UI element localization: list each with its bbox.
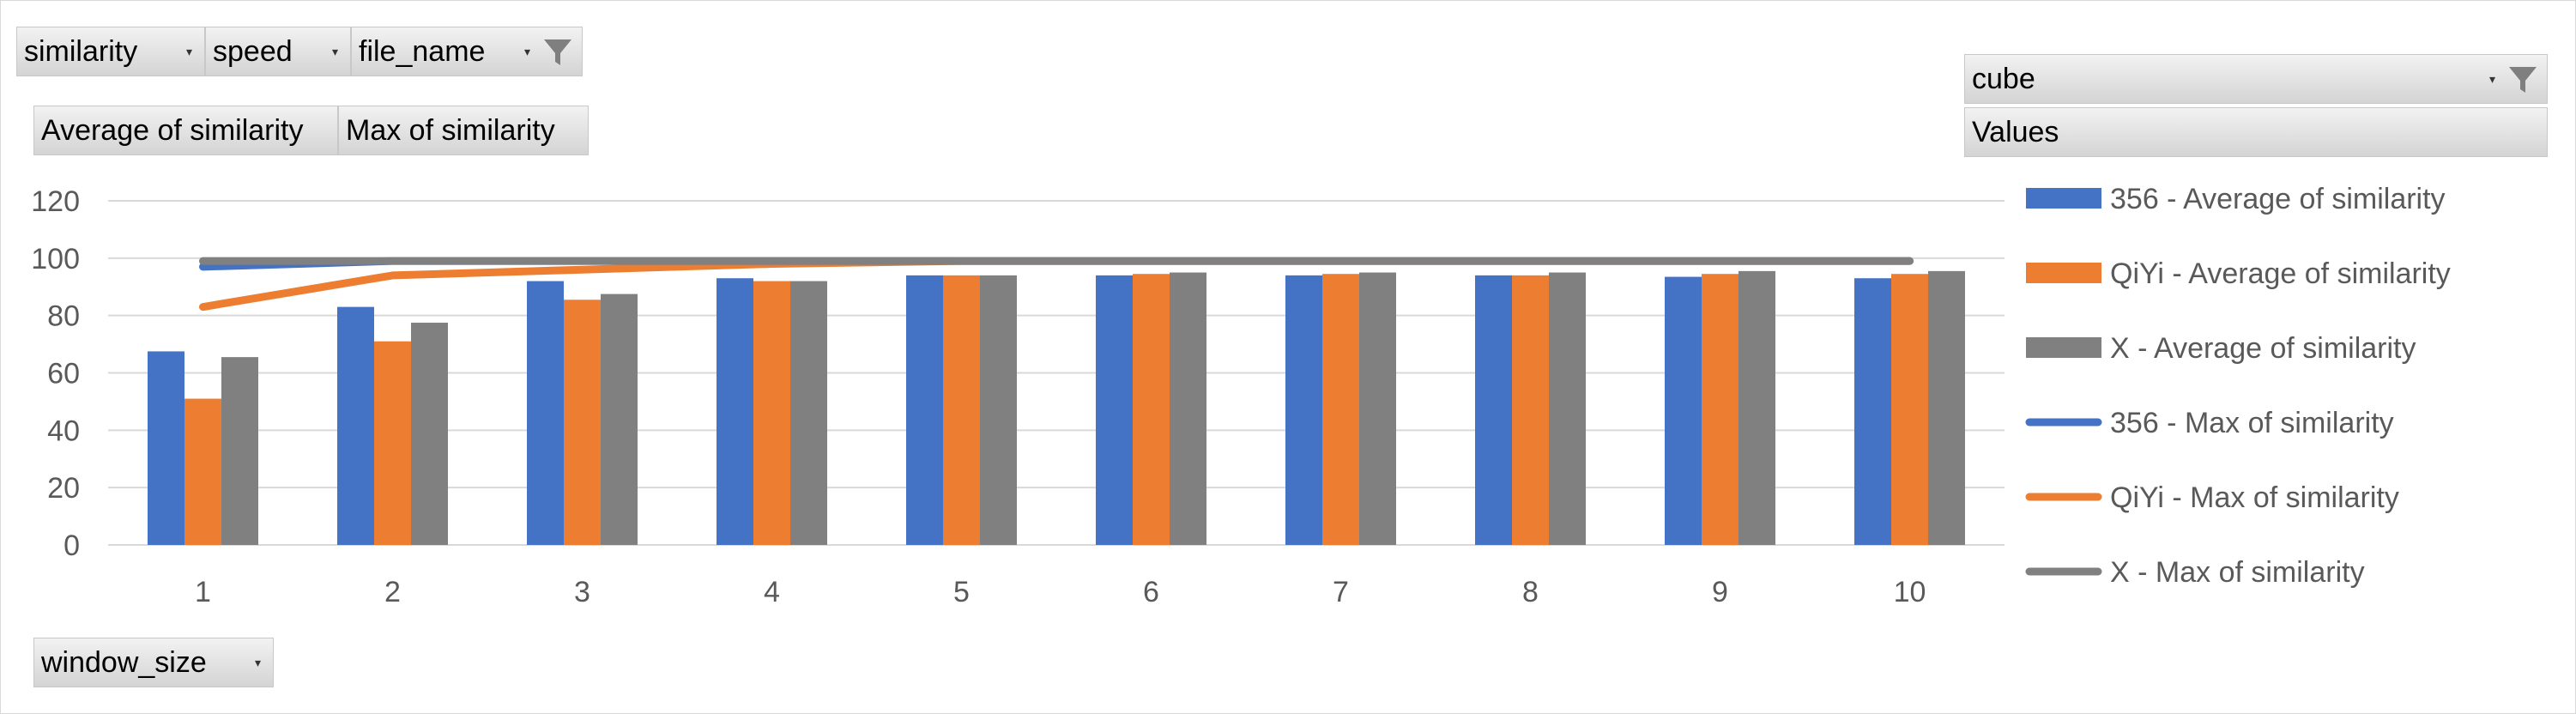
bar [943,275,980,545]
bar [374,341,411,545]
x-tick-label: 9 [1712,576,1728,608]
y-tick-label: 20 [47,472,80,505]
bar [337,306,374,545]
chevron-down-icon: ▾ [185,45,192,58]
bar [1512,275,1549,545]
bar [1928,270,1965,545]
y-axis: 0 20 40 60 80 100 120 [31,185,80,562]
max-of-similarity-button[interactable]: Max of similarity [338,106,589,155]
y-tick-label: 80 [47,300,80,333]
legend-label: 356 - Max of similarity [2110,407,2394,439]
x-tick-label: 8 [1522,576,1539,608]
speed-field-label: speed [213,34,293,68]
gridlines [108,200,2005,546]
x-tick-label: 10 [1894,576,1926,608]
x-tick-label: 2 [384,576,401,608]
series-line [199,257,1914,312]
speed-field-button[interactable]: speed ▾ [205,27,351,76]
x-tick-label: 6 [1143,576,1159,608]
average-of-similarity-label: Average of similarity [41,113,304,147]
bar [1854,278,1891,545]
window-size-field-label: window_size [41,645,207,679]
window-size-field-button[interactable]: window_size ▾ [33,638,274,687]
values-field-button[interactable]: Values [1964,107,2548,157]
file-name-field-label: file_name [359,34,486,68]
bar [717,278,753,545]
cube-field-button[interactable]: cube ▾ [1964,54,2548,104]
x-tick-label: 1 [195,576,211,608]
bar [221,357,258,545]
cube-field-label: cube [1972,62,2035,95]
legend-label: 356 - Average of similarity [2110,183,2446,215]
line-series-group [199,257,1914,312]
legend-swatch [2026,188,2101,209]
y-tick-label: 120 [31,185,80,218]
bar [1322,274,1359,545]
series-line [199,257,1914,271]
bar [1549,272,1586,545]
legend-label: X - Average of similarity [2110,332,2416,365]
max-of-similarity-label: Max of similarity [346,113,555,147]
bar [148,351,184,545]
filter-funnel-icon [2509,67,2537,93]
bar [790,281,827,545]
bar [1891,274,1928,545]
file-name-field-button[interactable]: file_name ▾ [351,27,583,76]
similarity-field-label: similarity [24,34,138,68]
x-tick-label: 4 [764,576,780,608]
chevron-down-icon: ▾ [2488,72,2495,86]
bar [1738,270,1775,545]
bar [1359,272,1396,545]
y-tick-label: 0 [63,529,80,562]
average-of-similarity-button[interactable]: Average of similarity [33,106,338,155]
x-tick-label: 3 [574,576,590,608]
bar [184,398,221,545]
bar [980,275,1017,545]
legend-swatch [2026,263,2101,283]
bar [1702,274,1738,545]
y-tick-label: 100 [31,243,80,275]
bar [1096,275,1133,545]
x-tick-label: 7 [1333,576,1349,608]
chevron-down-icon: ▾ [523,45,530,58]
y-tick-label: 60 [47,358,80,390]
bar [527,281,564,545]
legend-label: QiYi - Max of similarity [2110,481,2399,514]
bar [753,281,790,545]
bar-series-group [148,270,1965,545]
y-tick-label: 40 [47,414,80,447]
chevron-down-icon: ▾ [331,45,338,58]
bar [1475,275,1512,545]
bar [1285,275,1322,545]
x-tick-label: 5 [953,576,970,608]
bar [1665,276,1702,545]
x-axis: 1 2 3 4 5 6 7 8 9 10 [195,576,1926,608]
bar [564,300,601,545]
filter-funnel-icon [544,39,571,65]
chevron-down-icon: ▾ [254,656,261,669]
bar [906,275,943,545]
legend-label: X - Max of similarity [2110,556,2365,589]
legend-label: QiYi - Average of similarity [2110,257,2451,290]
bar [1170,272,1206,545]
bar [1133,274,1170,545]
legend: 356 - Average of similarity QiYi - Averag… [2025,183,2451,589]
bar [411,323,448,545]
similarity-field-button[interactable]: similarity ▾ [16,27,205,76]
values-field-label: Values [1972,115,2059,148]
bar [601,293,638,545]
legend-swatch [2026,337,2101,358]
